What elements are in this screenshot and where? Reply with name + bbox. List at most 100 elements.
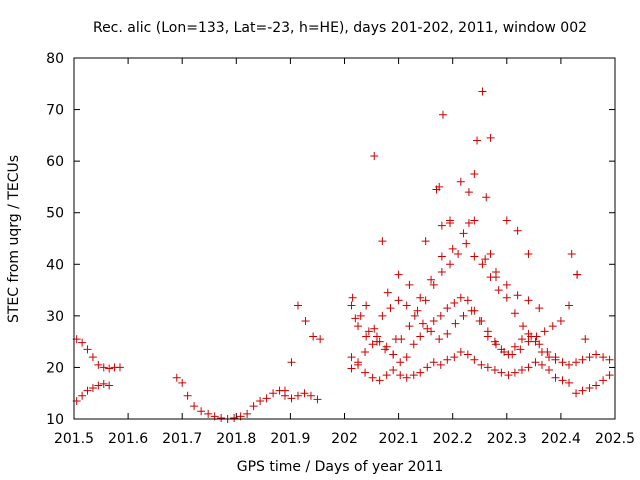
y-tick-label: 50 (46, 206, 64, 222)
x-tick-label: 201.5 (54, 431, 94, 447)
x-tick-label: 202.1 (379, 431, 419, 447)
data-point (287, 358, 296, 367)
data-point (500, 347, 509, 356)
data-point (301, 317, 310, 326)
data-point (565, 378, 574, 387)
data-point (197, 407, 206, 416)
data-point (94, 360, 103, 369)
data-point (362, 301, 371, 310)
data-point (445, 219, 454, 228)
data-point (481, 255, 490, 264)
data-point (445, 260, 454, 269)
data-point (524, 249, 533, 258)
plot-frame (73, 57, 616, 420)
data-point (409, 371, 418, 380)
data-point (443, 329, 452, 338)
x-tick-label: 201.6 (108, 431, 148, 447)
data-point (402, 353, 411, 362)
data-point (378, 311, 387, 320)
data-point (370, 151, 379, 160)
data-point (394, 270, 403, 279)
data-point (573, 270, 582, 279)
data-point (421, 296, 430, 305)
data-point (502, 293, 511, 302)
data-point (491, 273, 500, 282)
data-point (405, 280, 414, 289)
data-point (572, 389, 581, 398)
data-point (372, 332, 381, 341)
data-point (115, 363, 124, 372)
data-point (482, 193, 491, 202)
data-point (418, 319, 427, 328)
data-point (382, 371, 391, 380)
data-point (416, 332, 425, 341)
data-point (450, 298, 459, 307)
data-point (544, 366, 553, 375)
data-point (217, 413, 226, 422)
data-point (475, 317, 484, 326)
data-point (572, 358, 581, 367)
data-point (565, 301, 574, 310)
data-point (437, 268, 446, 277)
data-point (483, 332, 492, 341)
data-point (585, 384, 594, 393)
data-point (394, 296, 403, 305)
data-point (543, 347, 552, 356)
data-point (435, 335, 444, 344)
data-point (354, 358, 363, 367)
data-point (558, 358, 567, 367)
data-point (368, 373, 377, 382)
y-tick-label: 30 (46, 309, 64, 325)
data-point (347, 301, 356, 310)
data-point (551, 353, 560, 362)
data-point (456, 293, 465, 302)
data-point (316, 335, 325, 344)
y-tick-label: 80 (46, 51, 64, 67)
y-tick-label: 60 (46, 154, 64, 170)
data-point (535, 304, 544, 313)
data-point (592, 350, 601, 359)
data-point (558, 376, 567, 385)
data-point (421, 237, 430, 246)
data-point (443, 304, 452, 313)
data-point (436, 360, 445, 369)
data-point (438, 110, 447, 119)
tick-labels: 201.5 201.6 201.7 201.8 201.9 202 202.1 202.2 20… (46, 51, 635, 447)
data-point (524, 363, 533, 372)
data-point (105, 364, 114, 373)
data-point (204, 409, 213, 418)
data-point (306, 391, 315, 400)
data-point (262, 394, 271, 403)
data-point (592, 381, 601, 390)
data-point (243, 409, 252, 418)
data-point (517, 366, 526, 375)
data-point (396, 371, 405, 380)
data-point (83, 345, 92, 354)
data-point (287, 394, 296, 403)
data-point (605, 371, 614, 380)
x-axis-label: GPS time / Days of year 2011 (237, 459, 444, 475)
data-point (364, 327, 373, 336)
y-tick-label: 10 (46, 412, 64, 428)
data-point (502, 280, 511, 289)
data-point (94, 381, 103, 390)
data-point (470, 355, 479, 364)
axis-ticks (73, 57, 616, 420)
data-point (578, 386, 587, 395)
x-tick-label: 202 (331, 431, 358, 447)
data-point (280, 386, 289, 395)
data-point (435, 182, 444, 191)
data-point (361, 368, 370, 377)
data-point (527, 332, 536, 341)
data-point (486, 133, 495, 142)
data-point (293, 391, 302, 400)
data-point (362, 332, 371, 341)
data-point (531, 358, 540, 367)
data-point (437, 252, 446, 261)
data-point (510, 309, 519, 318)
data-point (99, 379, 108, 388)
data-point (567, 249, 576, 258)
y-tick-label: 40 (46, 257, 64, 273)
data-point (513, 291, 522, 300)
data-point (300, 389, 309, 398)
